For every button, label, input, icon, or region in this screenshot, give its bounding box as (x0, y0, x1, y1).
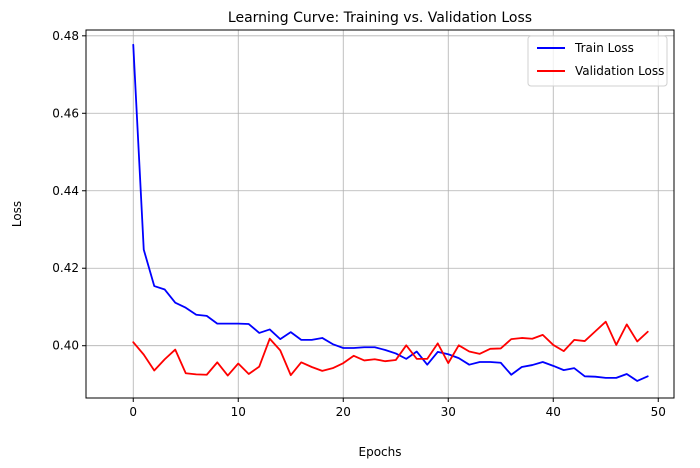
x-tick-label: 20 (336, 405, 351, 419)
y-tick-label: 0.46 (52, 106, 79, 120)
chart-title: Learning Curve: Training vs. Validation … (228, 10, 532, 26)
legend-label-validation: Validation Loss (575, 64, 664, 78)
x-tick-label: 10 (231, 405, 246, 419)
x-tick-label: 50 (651, 405, 666, 419)
validation-loss-line (132, 320, 649, 377)
x-tick-label: 40 (546, 405, 561, 419)
plot-area-frame (85, 29, 675, 399)
x-axis-ticks: 0 10 20 30 40 50 (129, 398, 666, 419)
y-tick-label: 0.44 (52, 184, 79, 198)
y-axis-ticks: 0.40 0.42 0.44 0.46 0.48 (52, 29, 86, 353)
y-tick-label: 0.42 (52, 261, 79, 275)
train-loss-line (132, 43, 649, 382)
y-tick-label: 0.40 (52, 339, 79, 353)
x-tick-label: 30 (441, 405, 456, 419)
legend-label-train: Train Loss (574, 41, 634, 55)
legend: Train Loss Validation Loss (527, 35, 668, 87)
series-lines (132, 43, 649, 382)
x-tick-label: 0 (129, 405, 137, 419)
x-axis-label: Epochs (359, 445, 402, 459)
y-axis-label: Loss (10, 201, 24, 227)
y-tick-label: 0.48 (52, 29, 79, 43)
